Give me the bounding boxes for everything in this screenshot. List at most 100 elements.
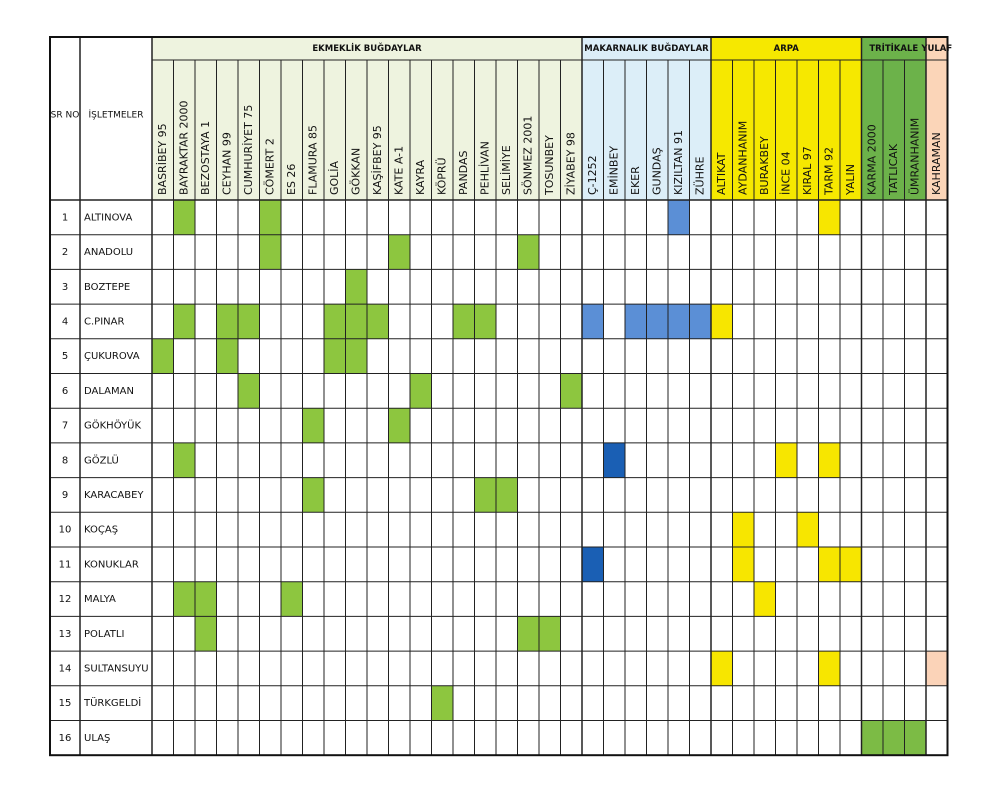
variety-cell [517,616,539,652]
variety-cell [453,304,475,339]
variety-header: SÖNMEZ 2001 [521,116,534,195]
variety-header: AYDANHANIM [736,121,749,195]
variety-header: CEYHAN 99 [220,132,233,195]
variety-cell [797,512,819,547]
variety-cell [689,304,711,339]
variety-cell [259,234,281,270]
row-farm: DALAMAN [84,386,134,397]
variety-header: SELİMİYE [500,145,513,195]
variety-cell [195,616,217,652]
variety-cell [711,304,733,339]
variety-cell [861,720,883,756]
group-header-bg [711,37,862,200]
variety-header: CUMHURİYET 75 [242,105,255,195]
variety-cell [582,304,604,339]
variety-cell [754,581,776,617]
variety-cell [238,373,260,409]
row-farm: ÇUKUROVA [84,351,140,362]
variety-header: EMİNBEY [607,146,620,195]
variety-cell [173,442,195,478]
variety-cell [496,477,518,513]
variety-header: ES 26 [285,164,298,195]
variety-cell [259,200,281,235]
variety-cell [883,720,905,756]
variety-cell [324,304,346,339]
group-header-bg [861,37,926,200]
row-farm: KOÇAŞ [84,525,118,536]
row-farm: SULTANSUYU [84,663,149,674]
group-header: MAKARNALIK BUĞDAYLAR [584,42,709,54]
sr-header: SR NO [51,111,80,121]
variety-header: ZÜHRE [693,156,706,195]
variety-header: CÖMERT 2 [263,138,276,195]
variety-cell [216,304,238,339]
group-header: EKMEKLİK BUĞDAYLAR [312,42,422,54]
variety-cell [238,304,260,339]
row-sr: 15 [59,698,72,709]
variety-cell [539,616,561,652]
variety-header: ALTIKAT [715,152,728,195]
variety-header: BEZOSTAYA 1 [199,121,212,195]
variety-cell [818,651,840,686]
variety-header: GUNDAŞ [650,147,663,195]
variety-header: ÜMRANHANIM [908,118,921,195]
row-sr: 13 [59,629,72,640]
variety-cell [732,547,754,582]
row-sr: 3 [62,282,68,293]
table-border [49,36,949,757]
variety-header: BAYRAKTAR 2000 [177,100,190,195]
variety-cell [646,304,668,339]
variety-cell [216,338,238,374]
row-sr: 8 [62,455,68,466]
row-sr: 14 [59,663,72,674]
variety-cell [152,338,174,374]
row-farm: BOZTEPE [84,282,130,293]
variety-cell [560,373,582,409]
variety-cell [818,442,840,478]
variety-header: KÖPRÜ [435,157,448,195]
variety-header: PANDAS [457,151,470,195]
variety-header: KAŞİFBEY 95 [371,125,384,195]
row-farm: KARACABEY [84,490,144,501]
variety-cell [474,477,496,513]
variety-header: ZİYABEY 98 [564,132,577,195]
variety-header: KIZILTAN 91 [672,130,685,195]
variety-header: EKER [629,166,642,195]
row-farm: POLATLI [84,629,124,640]
variety-header: Ç-1252 [586,155,599,195]
variety-cell [345,338,367,374]
group-header: ARPA [774,44,800,54]
variety-cell [474,304,496,339]
row-farm: ULAŞ [84,733,110,744]
variety-cell [668,200,690,235]
group-header: YULAF [920,44,952,54]
variety-header: TARM 92 [822,147,835,196]
variety-header: KAHRAMAN [930,132,943,195]
variety-cell [818,547,840,582]
row-sr: 5 [62,351,68,362]
variety-cell [431,685,453,721]
variety-cell [711,651,733,686]
row-sr: 11 [59,559,72,570]
variety-cell [173,200,195,235]
row-farm: GÖZLÜ [84,453,119,466]
group-header: TRİTİKALE [869,43,918,54]
variety-cell [345,269,367,305]
variety-header: BASRİBEY 95 [156,123,169,195]
row-sr: 16 [59,733,72,744]
variety-cell [367,304,389,339]
variety-header: FLAMURA 85 [306,125,319,195]
variety-header: İNCE 04 [779,151,792,195]
variety-cell [302,408,324,443]
variety-cell [324,338,346,374]
variety-cell [173,581,195,617]
group-header-bg [926,37,948,200]
row-sr: 6 [62,386,68,397]
variety-cell [732,512,754,547]
variety-header: TOSUNBEY [543,135,556,196]
variety-cell [625,304,647,339]
row-sr: 10 [59,525,72,536]
variety-header: GÖKKAN [349,148,362,195]
variety-header: KIRAL 97 [801,146,814,195]
